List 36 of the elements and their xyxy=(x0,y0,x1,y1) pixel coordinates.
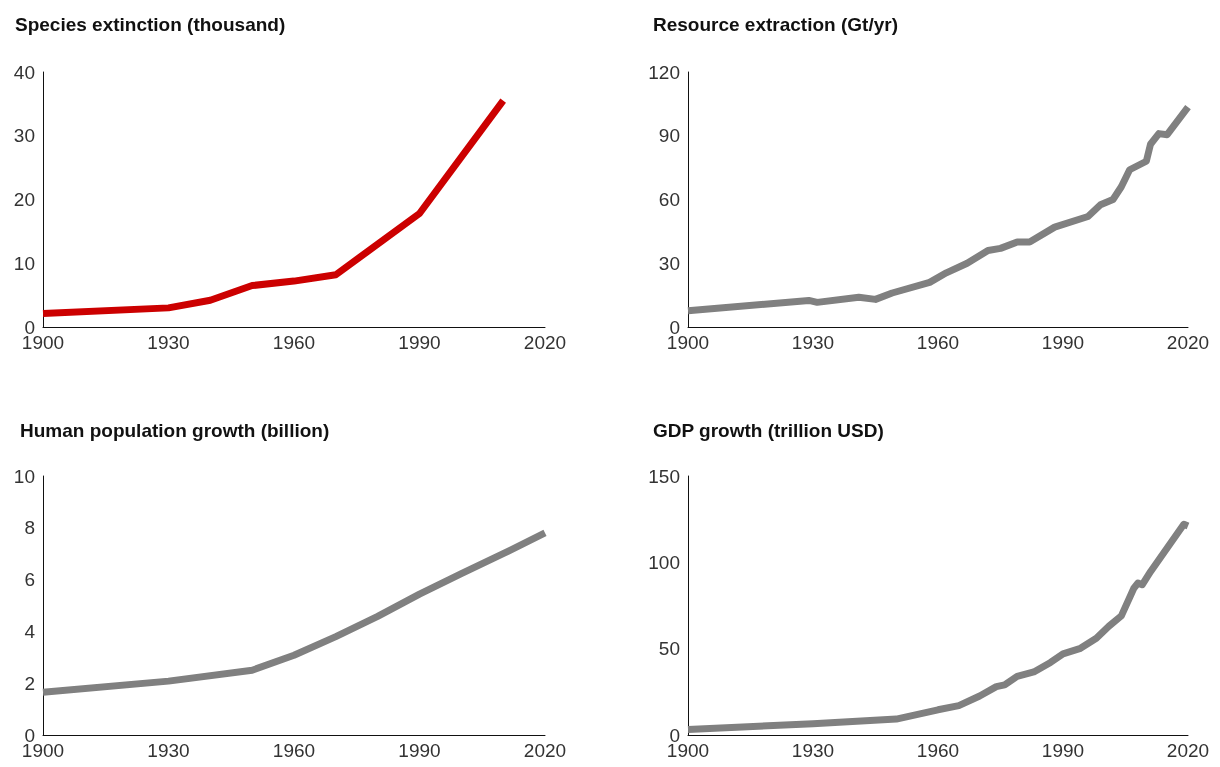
y-tick-label: 10 xyxy=(13,252,35,274)
x-tick-label: 2020 xyxy=(1166,332,1210,353)
y-tick-label: 60 xyxy=(658,189,680,210)
y-tick-label: 20 xyxy=(13,189,35,210)
y-tick-label: 120 xyxy=(648,61,680,83)
y-tick-label: 50 xyxy=(658,637,680,659)
y-tick-label: 6 xyxy=(24,568,35,590)
chart-title: Species extinction (thousand) xyxy=(15,14,286,35)
x-tick-label: 1960 xyxy=(916,739,960,761)
chart-title: Human population growth (billion) xyxy=(20,419,330,441)
x-tick-label: 1990 xyxy=(1041,739,1085,761)
x-tick-label: 1930 xyxy=(791,332,835,353)
x-tick-label: 1960 xyxy=(272,332,316,353)
y-tick-label: 4 xyxy=(24,620,36,642)
y-tick-label: 100 xyxy=(648,551,680,573)
y-tick-label: 90 xyxy=(658,125,680,147)
y-tick-label: 30 xyxy=(658,252,680,274)
x-tick-label: 1990 xyxy=(398,332,441,353)
x-tick-label: 1990 xyxy=(398,739,441,761)
x-tick-label: 2020 xyxy=(523,739,567,761)
chart-title: GDP growth (trillion USD) xyxy=(653,419,884,441)
x-tick-label: 1960 xyxy=(916,332,960,353)
x-tick-label: 1930 xyxy=(147,739,190,761)
x-tick-label: 2020 xyxy=(523,332,567,353)
y-tick-label: 8 xyxy=(24,516,35,538)
y-tick-label: 30 xyxy=(13,125,35,147)
x-tick-label: 1930 xyxy=(791,739,835,761)
x-tick-label: 2020 xyxy=(1166,739,1210,761)
y-tick-label: 10 xyxy=(13,465,35,486)
x-tick-label: 1960 xyxy=(272,739,316,761)
x-tick-label: 1990 xyxy=(1041,332,1085,353)
x-tick-label: 1930 xyxy=(147,332,190,353)
y-tick-label: 40 xyxy=(13,61,35,83)
chart-title: Resource extraction (Gt/yr) xyxy=(653,14,898,35)
y-tick-label: 2 xyxy=(24,672,35,694)
y-tick-label: 150 xyxy=(648,465,680,486)
